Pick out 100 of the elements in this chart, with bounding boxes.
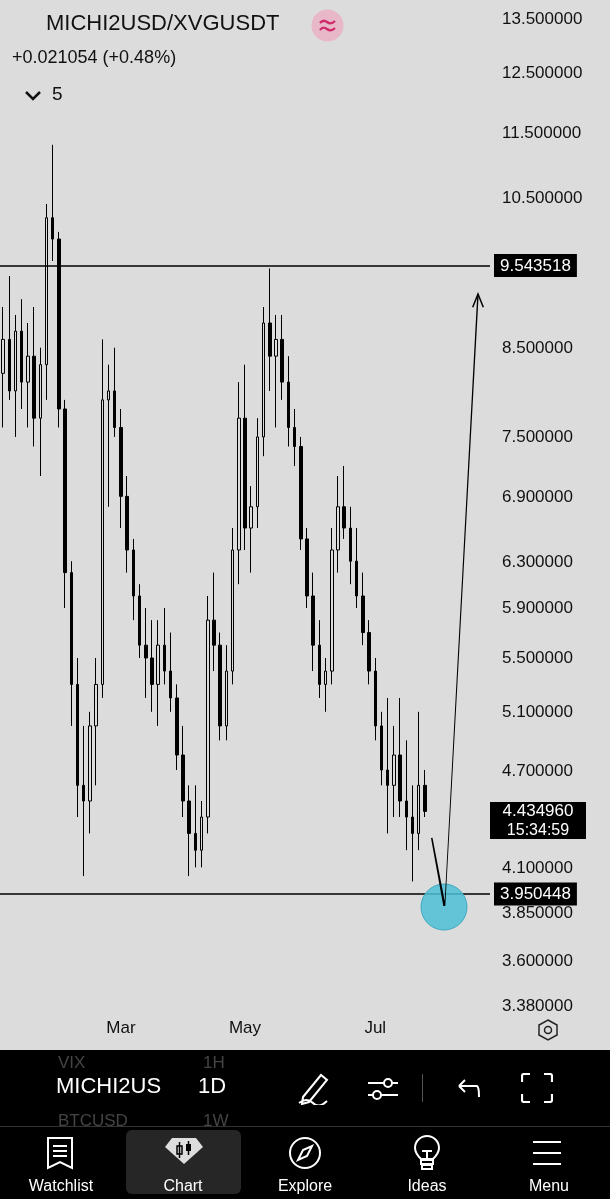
- candlestick: [181, 725, 185, 818]
- ref-line-label: 9.543518: [500, 255, 571, 275]
- candlestick: [125, 475, 129, 574]
- candlestick: [32, 306, 36, 447]
- candlestick: [305, 527, 309, 609]
- candlestick: [386, 697, 389, 834]
- candlestick: [299, 436, 303, 551]
- candlestick: [63, 399, 67, 609]
- candlestick: [200, 800, 203, 868]
- candlestick: [380, 711, 383, 786]
- text: BTCUSD: [58, 1111, 128, 1131]
- text: 4.434960: [490, 801, 586, 821]
- x-tick-label: May: [228, 1018, 262, 1037]
- candlestick: [287, 355, 290, 447]
- candlestick: [293, 408, 296, 467]
- candlestick: [39, 347, 42, 477]
- candlestick: [361, 572, 365, 646]
- y-tick-label: 6.300000: [502, 551, 573, 571]
- y-tick-label: 5.900000: [502, 598, 573, 618]
- y-tick-label: 10.500000: [502, 187, 583, 207]
- candlestick: [150, 619, 154, 713]
- text: Menu: [528, 1177, 570, 1195]
- candlestick: [243, 364, 247, 551]
- candlestick: [355, 527, 358, 609]
- candlestick: [113, 347, 116, 438]
- candlestick: [169, 632, 172, 713]
- y-tick-label: 6.900000: [502, 486, 573, 506]
- candlestick: [225, 644, 228, 741]
- chart-title: MICHI2USD/XVGUSDT: [46, 10, 280, 36]
- candlestick: [212, 572, 216, 672]
- candlestick: [163, 607, 166, 685]
- y-tick-label: 8.500000: [502, 338, 573, 358]
- y-tick-label: 7.500000: [502, 427, 573, 447]
- candlestick: [249, 485, 253, 574]
- candlestick: [82, 725, 85, 877]
- y-tick-label: 4.100000: [502, 857, 573, 877]
- text: +0.021054 (+0.48%): [12, 47, 177, 68]
- candlestick: [132, 538, 135, 621]
- y-tick-label: 5.100000: [502, 702, 573, 722]
- y-tick-label: 12.500000: [502, 63, 583, 83]
- candlestick: [26, 322, 30, 428]
- candlestick: [144, 607, 148, 699]
- candlestick: [107, 364, 110, 508]
- candlestick: [218, 632, 222, 741]
- y-tick-label: 11.500000: [502, 122, 582, 142]
- text: Chart: [162, 1177, 204, 1195]
- candlestick: [20, 298, 23, 410]
- text: 15:34:59: [490, 821, 586, 839]
- candlestick: [187, 784, 191, 877]
- candlestick: [342, 465, 346, 540]
- candlestick: [14, 314, 17, 438]
- candlestick: [417, 711, 420, 851]
- y-tick-label: 4.700000: [502, 760, 573, 780]
- candlestick: [374, 657, 377, 741]
- candlestick: [175, 683, 179, 771]
- candlestick: [231, 527, 234, 685]
- candlestick: [392, 725, 396, 818]
- candlestick: [324, 657, 327, 713]
- candlestick: [206, 595, 210, 834]
- text: 1W: [203, 1111, 229, 1131]
- candlestick: [101, 338, 104, 699]
- candlestick: [318, 619, 321, 699]
- candlestick: [330, 527, 334, 685]
- candlestick: [336, 475, 340, 574]
- candlestick: [194, 784, 197, 868]
- candlestick: [237, 381, 241, 585]
- text: Ideas: [406, 1177, 448, 1195]
- text: VIX: [58, 1053, 86, 1073]
- y-tick-label: 13.500000: [502, 8, 583, 28]
- candlestick: [8, 275, 11, 401]
- candlestick: [94, 657, 98, 786]
- candlestick: [119, 408, 123, 529]
- candlestick: [88, 711, 92, 834]
- candlestick: [262, 306, 265, 457]
- x-tick-label: Mar: [106, 1018, 136, 1037]
- text: 1D: [198, 1073, 227, 1099]
- text: Watchlist: [27, 1177, 95, 1195]
- candlestick: [51, 144, 54, 262]
- y-tick-label: 3.600000: [502, 950, 573, 970]
- text: 1H: [203, 1053, 225, 1073]
- candlestick: [156, 619, 160, 727]
- candlestick: [311, 572, 315, 672]
- candlestick: [280, 314, 284, 401]
- candlestick: [398, 697, 402, 818]
- candlestick: [423, 769, 427, 818]
- candlestick: [411, 784, 414, 882]
- y-tick-label: 5.500000: [502, 648, 573, 668]
- y-tick-label: 3.380000: [502, 995, 573, 1015]
- candlestick: [76, 657, 79, 818]
- candlestick: [274, 314, 278, 428]
- x-tick-label: Jul: [364, 1018, 387, 1037]
- text: Explore: [276, 1177, 334, 1195]
- annotation: 5: [52, 83, 63, 105]
- candlestick: [256, 417, 259, 529]
- candlestick: [405, 739, 408, 851]
- candlestick: [70, 560, 73, 727]
- ref-line-label: 3.950448: [500, 884, 571, 904]
- y-tick-label: 3.850000: [502, 902, 573, 922]
- candlestick: [367, 619, 371, 685]
- candlestick: [349, 506, 352, 585]
